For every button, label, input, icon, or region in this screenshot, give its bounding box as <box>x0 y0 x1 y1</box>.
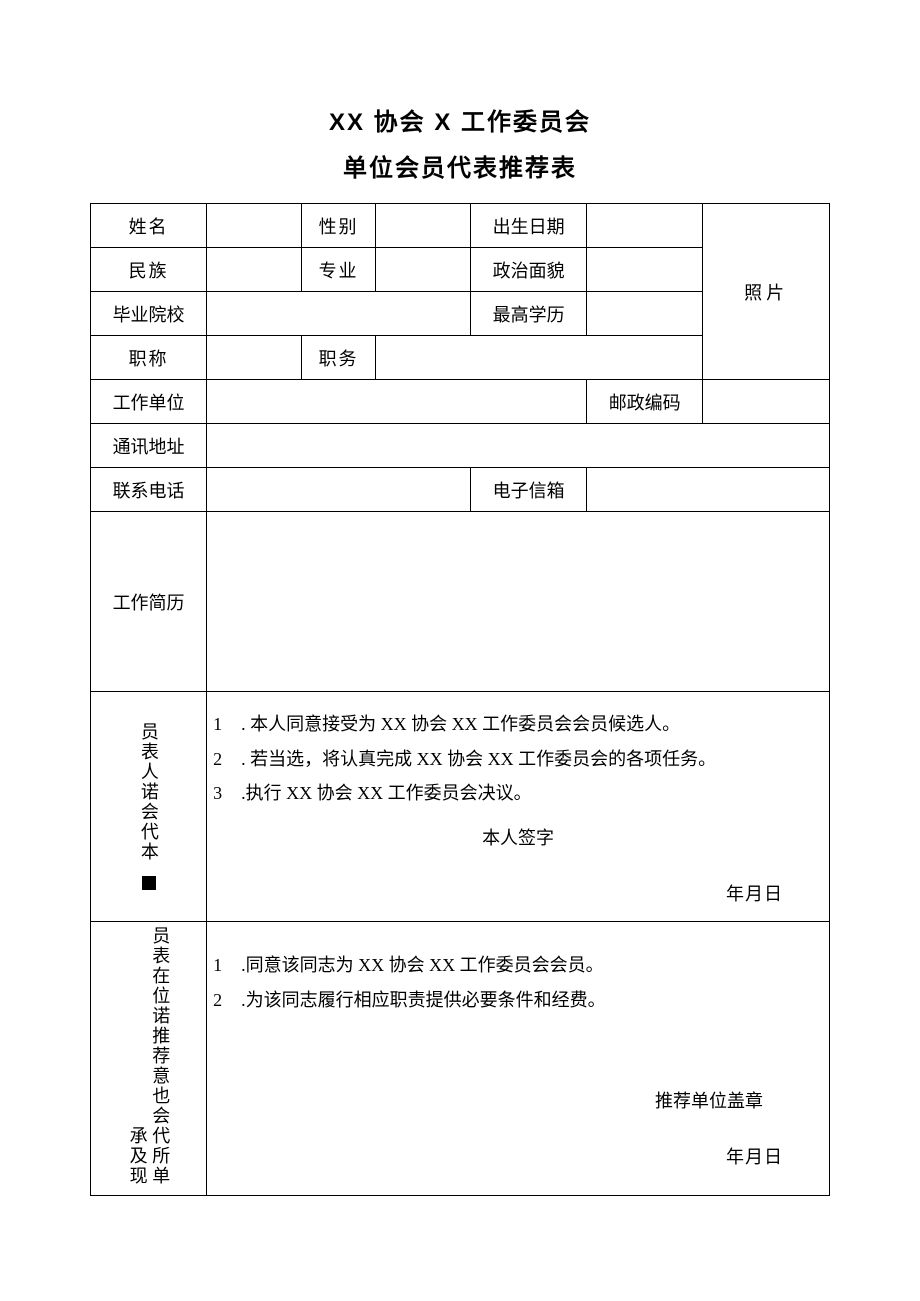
label-unit-commit: 承及现员表在位诺推荐意也会代所单 <box>91 922 207 1196</box>
label-employer: 工作单位 <box>91 380 207 424</box>
clause-1: 1. 本人同意接受为 XX 协会 XX 工作委员会会员候选人。 <box>213 707 823 741</box>
value-gender <box>376 204 471 248</box>
value-resume <box>207 512 830 692</box>
label-personal-commit: 员表人诺会代本 <box>91 692 207 922</box>
unit-clause-1-text: .同意该同志为 XX 协会 XX 工作委员会会员。 <box>241 955 604 975</box>
vtext-personal: 员表人诺会代本 <box>138 722 159 862</box>
value-major <box>376 248 471 292</box>
label-post: 职务 <box>302 336 376 380</box>
clause-1-text: . 本人同意接受为 XX 协会 XX 工作委员会会员候选人。 <box>241 714 680 734</box>
content-unit-commit: 1.同意该同志为 XX 协会 XX 工作委员会会员。 2.为该同志履行相应职责提… <box>207 922 830 1196</box>
value-employer <box>207 380 587 424</box>
unit-clause-1: 1.同意该同志为 XX 协会 XX 工作委员会会员。 <box>213 948 823 982</box>
value-nation <box>207 248 302 292</box>
clause-3: 3.执行 XX 协会 XX 工作委员会决议。 <box>213 776 823 810</box>
value-postcode <box>703 380 830 424</box>
row-phone: 联系电话 电子信箱 <box>91 468 830 512</box>
unit-stamp-label: 推荐单位盖章 <box>213 1087 823 1113</box>
photo-cell: 照片 <box>703 204 830 380</box>
value-political <box>587 248 703 292</box>
label-postcode: 邮政编码 <box>587 380 703 424</box>
value-post <box>376 336 703 380</box>
value-birth <box>587 204 703 248</box>
recommendation-form: 姓名 性别 出生日期 照片 民族 专业 政治面貌 毕业院校 最高学历 职称 职务… <box>90 203 830 1196</box>
black-square-icon <box>142 876 156 890</box>
row-personal-commit: 员表人诺会代本 1. 本人同意接受为 XX 协会 XX 工作委员会会员候选人。 … <box>91 692 830 922</box>
label-edu: 最高学历 <box>471 292 587 336</box>
row-resume: 工作简历 <box>91 512 830 692</box>
row-unit-commit: 承及现员表在位诺推荐意也会代所单 1.同意该同志为 XX 协会 XX 工作委员会… <box>91 922 830 1196</box>
label-email: 电子信箱 <box>471 468 587 512</box>
title-line2: 单位会员代表推荐表 <box>90 146 830 192</box>
personal-sign-label: 本人签字 <box>213 824 823 850</box>
personal-date-label: 年月日 <box>213 880 823 906</box>
value-address <box>207 424 830 468</box>
row-employer: 工作单位 邮政编码 <box>91 380 830 424</box>
value-email <box>587 468 830 512</box>
label-major: 专业 <box>302 248 376 292</box>
row-address: 通讯地址 <box>91 424 830 468</box>
content-personal-commit: 1. 本人同意接受为 XX 协会 XX 工作委员会会员候选人。 2. 若当选，将… <box>207 692 830 922</box>
unit-clause-2: 2.为该同志履行相应职责提供必要条件和经费。 <box>213 983 823 1017</box>
document-title: XX 协会 X 工作委员会 单位会员代表推荐表 <box>90 100 830 191</box>
value-phone <box>207 468 471 512</box>
value-title <box>207 336 302 380</box>
unit-clause-2-text: .为该同志履行相应职责提供必要条件和经费。 <box>241 990 606 1010</box>
clause-2-text: . 若当选，将认真完成 XX 协会 XX 工作委员会的各项任务。 <box>241 749 716 769</box>
value-edu <box>587 292 703 336</box>
label-birth: 出生日期 <box>471 204 587 248</box>
label-address: 通讯地址 <box>91 424 207 468</box>
title-line1: XX 协会 X 工作委员会 <box>90 100 830 146</box>
value-grad <box>207 292 471 336</box>
label-grad: 毕业院校 <box>91 292 207 336</box>
row-name: 姓名 性别 出生日期 照片 <box>91 204 830 248</box>
vtext-unit-2: 承及现 <box>127 1126 148 1186</box>
clause-3-text: .执行 XX 协会 XX 工作委员会决议。 <box>241 783 532 803</box>
vtext-unit-1: 员表在位诺推荐意也会代所单 <box>150 926 171 1186</box>
label-political: 政治面貌 <box>471 248 587 292</box>
label-resume: 工作简历 <box>91 512 207 692</box>
label-title: 职称 <box>91 336 207 380</box>
label-phone: 联系电话 <box>91 468 207 512</box>
label-name: 姓名 <box>91 204 207 248</box>
label-gender: 性别 <box>302 204 376 248</box>
label-nation: 民族 <box>91 248 207 292</box>
clause-2: 2. 若当选，将认真完成 XX 协会 XX 工作委员会的各项任务。 <box>213 742 823 776</box>
unit-date-label: 年月日 <box>213 1143 823 1169</box>
value-name <box>207 204 302 248</box>
